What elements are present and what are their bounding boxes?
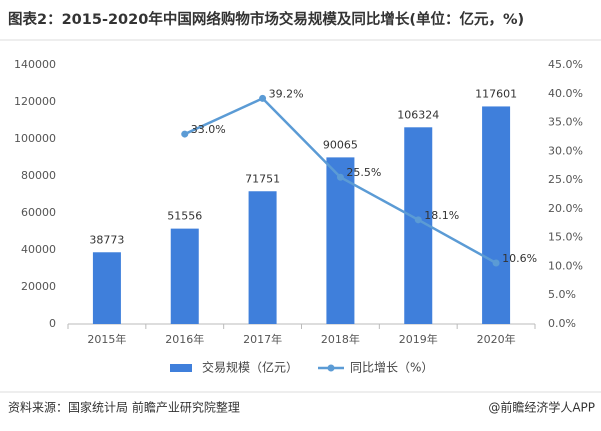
line-value-label: 33.0% bbox=[191, 123, 226, 136]
y2-tick-label: 45.0% bbox=[548, 58, 583, 71]
y2-tick-label: 30.0% bbox=[548, 144, 583, 157]
line-marker bbox=[336, 173, 344, 181]
line-marker bbox=[259, 94, 267, 102]
y2-tick-label: 25.0% bbox=[548, 173, 583, 186]
source: 资料来源：国家统计局 前瞻产业研究院整理 bbox=[8, 400, 240, 415]
bar-value-label: 106324 bbox=[397, 108, 439, 121]
legend-label: 交易规模（亿元） bbox=[202, 360, 298, 375]
line-marker bbox=[414, 216, 422, 224]
y2-tick-label: 10.0% bbox=[548, 259, 583, 272]
bar bbox=[482, 106, 511, 325]
y2-tick-label: 20.0% bbox=[548, 202, 583, 215]
x-tick-label: 2015年 bbox=[87, 332, 126, 346]
line-marker bbox=[492, 259, 500, 267]
bar-value-label: 90065 bbox=[323, 138, 358, 151]
y2-tick-label: 15.0% bbox=[548, 231, 583, 244]
x-tick-label: 2020年 bbox=[477, 332, 516, 346]
line-value-label: 10.6% bbox=[502, 252, 537, 265]
line-value-label: 25.5% bbox=[346, 166, 381, 179]
x-tick-label: 2019年 bbox=[399, 332, 438, 346]
y-tick-label: 20000 bbox=[21, 280, 56, 293]
bar-value-label: 117601 bbox=[475, 87, 517, 100]
chart-title: 图表2：2015-2020年中国网络购物市场交易规模及同比增长(单位：亿元，%) bbox=[8, 10, 524, 28]
bar bbox=[248, 191, 277, 324]
legend-label: 同比增长（%） bbox=[350, 361, 433, 375]
credit: @前瞻经济学人APP bbox=[488, 400, 595, 415]
bar-value-label: 71751 bbox=[245, 172, 280, 185]
y-tick-label: 40000 bbox=[21, 243, 56, 256]
bar-value-label: 38773 bbox=[89, 233, 124, 246]
x-tick-label: 2018年 bbox=[321, 332, 360, 346]
y2-tick-label: 35.0% bbox=[548, 116, 583, 129]
y2-tick-label: 40.0% bbox=[548, 87, 583, 100]
y2-tick-label: 0.0% bbox=[548, 317, 576, 330]
line-value-label: 18.1% bbox=[424, 209, 459, 222]
bar bbox=[326, 157, 355, 324]
bar bbox=[170, 228, 199, 324]
x-tick-label: 2016年 bbox=[165, 332, 204, 346]
y-tick-label: 140000 bbox=[14, 58, 56, 71]
line-value-label: 39.2% bbox=[269, 87, 304, 100]
legend-swatch bbox=[327, 364, 335, 372]
x-tick-label: 2017年 bbox=[243, 332, 282, 346]
bar-value-label: 51556 bbox=[167, 210, 202, 223]
y-tick-label: 0 bbox=[49, 317, 56, 330]
y-tick-label: 100000 bbox=[14, 132, 56, 145]
y-tick-label: 60000 bbox=[21, 206, 56, 219]
y-tick-label: 120000 bbox=[14, 95, 56, 108]
legend-swatch bbox=[170, 364, 192, 372]
line-marker bbox=[181, 130, 189, 138]
y-tick-label: 80000 bbox=[21, 169, 56, 182]
y2-tick-label: 5.0% bbox=[548, 288, 576, 301]
bar bbox=[92, 252, 121, 324]
